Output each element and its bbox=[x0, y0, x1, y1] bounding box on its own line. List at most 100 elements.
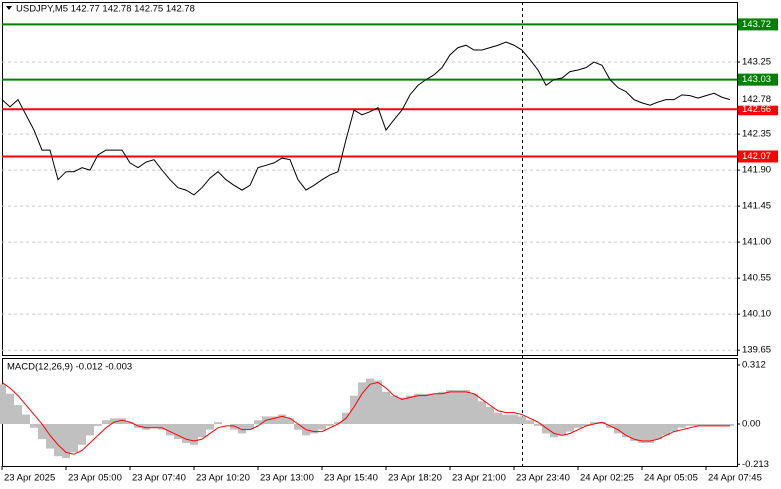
chart-title: USDJPY,M5 142.77 142.78 142.75 142.78 bbox=[16, 4, 195, 15]
histogram-bar bbox=[382, 391, 390, 425]
histogram-bar bbox=[462, 389, 470, 425]
histogram-bar bbox=[334, 422, 342, 425]
histogram-bar bbox=[390, 395, 398, 425]
histogram-bar bbox=[246, 424, 254, 430]
y-tick-label: 0.312 bbox=[742, 360, 766, 371]
histogram-bar bbox=[398, 397, 406, 425]
histogram-bar bbox=[14, 405, 22, 425]
y-tick-label: -0.213 bbox=[742, 459, 769, 470]
histogram-bar bbox=[174, 424, 182, 440]
histogram-bar bbox=[702, 424, 710, 426]
level-label: 143.72 bbox=[742, 19, 771, 30]
x-tick-label: 23 Apr 15:40 bbox=[324, 473, 378, 484]
histogram-bar bbox=[198, 424, 206, 438]
y-tick-label: 0.00 bbox=[742, 419, 761, 430]
histogram-bar bbox=[182, 424, 190, 443]
histogram-bar bbox=[86, 424, 94, 436]
histogram-bar bbox=[646, 424, 654, 443]
histogram-bar bbox=[254, 420, 262, 425]
histogram-bar bbox=[374, 380, 382, 425]
histogram-bar bbox=[270, 416, 278, 425]
y-tick-label: 141.90 bbox=[742, 165, 771, 176]
histogram-bar bbox=[350, 395, 358, 425]
histogram-bar bbox=[150, 424, 158, 428]
histogram-bar bbox=[502, 414, 510, 425]
current-price-label: 142.78 bbox=[742, 94, 771, 105]
histogram-bar bbox=[414, 393, 422, 425]
histogram-bar bbox=[534, 424, 542, 426]
histogram-bar bbox=[190, 424, 198, 445]
histogram-bar bbox=[662, 424, 670, 436]
histogram-bar bbox=[422, 393, 430, 425]
histogram-bar bbox=[582, 424, 590, 426]
y-tick-label: 142.35 bbox=[742, 129, 771, 140]
histogram-bar bbox=[110, 418, 118, 425]
histogram-bar bbox=[478, 401, 486, 425]
histogram-bar bbox=[670, 424, 678, 432]
histogram-bar bbox=[598, 422, 606, 425]
y-tick-label: 143.25 bbox=[742, 57, 771, 68]
histogram-bar bbox=[542, 424, 550, 434]
histogram-bar bbox=[318, 424, 326, 430]
histogram-bar bbox=[230, 424, 238, 430]
price-line bbox=[1, 41, 731, 196]
histogram-bar bbox=[366, 378, 374, 425]
level-label-bg bbox=[738, 103, 778, 116]
histogram-bar bbox=[358, 382, 366, 425]
y-tick-label: 141.45 bbox=[742, 201, 771, 212]
histogram-bar bbox=[38, 424, 46, 440]
histogram-bar bbox=[438, 391, 446, 425]
level-label-bg bbox=[738, 73, 778, 86]
histogram-bar bbox=[142, 424, 150, 430]
histogram-bar bbox=[694, 424, 702, 426]
level-label-bg bbox=[738, 18, 778, 31]
histogram-bar bbox=[630, 424, 638, 442]
x-tick-label: 23 Apr 05:00 bbox=[68, 473, 122, 484]
histogram-bar bbox=[638, 424, 646, 443]
histogram-bar bbox=[686, 424, 694, 426]
menu-icon bbox=[6, 6, 12, 10]
x-tick-label: 23 Apr 10:20 bbox=[196, 473, 250, 484]
y-tick-label: 140.55 bbox=[742, 273, 771, 284]
macd-title: MACD(12,26,9) -0.012 -0.003 bbox=[7, 362, 132, 373]
price-panel bbox=[2, 2, 738, 356]
histogram-bar bbox=[678, 424, 686, 428]
histogram-bar bbox=[510, 414, 518, 425]
histogram-bar bbox=[470, 393, 478, 425]
histogram-bar bbox=[526, 420, 534, 425]
histogram-bar bbox=[278, 414, 286, 425]
histogram-bar bbox=[54, 424, 62, 457]
y-tick-label: 141.00 bbox=[742, 237, 771, 248]
histogram-bar bbox=[310, 424, 318, 434]
y-tick-label: 139.65 bbox=[742, 345, 771, 356]
histogram-bar bbox=[614, 424, 622, 434]
histogram-bar bbox=[94, 424, 102, 426]
x-tick-label: 23 Apr 07:40 bbox=[132, 473, 186, 484]
histogram-bar bbox=[326, 424, 334, 426]
histogram-bar bbox=[6, 393, 14, 425]
current-price-bg bbox=[738, 93, 778, 106]
x-tick-label: 23 Apr 18:20 bbox=[388, 473, 442, 484]
y-tick-label: 140.10 bbox=[742, 309, 771, 320]
histogram-bar bbox=[286, 418, 294, 425]
histogram-bar bbox=[70, 424, 78, 453]
histogram-bar bbox=[22, 414, 30, 425]
histogram-bar bbox=[718, 424, 726, 426]
histogram-bar bbox=[430, 393, 438, 425]
histogram-bar bbox=[558, 424, 566, 436]
signal-line bbox=[1, 381, 730, 455]
histogram-bar bbox=[126, 422, 134, 425]
x-tick-label: 24 Apr 02:25 bbox=[580, 473, 634, 484]
histogram-bar bbox=[118, 418, 126, 425]
histogram-bar bbox=[46, 424, 54, 449]
histogram-bar bbox=[590, 422, 598, 425]
x-tick-label: 24 Apr 07:45 bbox=[708, 473, 762, 484]
histogram-bar bbox=[406, 395, 414, 425]
histogram-bar bbox=[0, 384, 6, 425]
histogram-bar bbox=[518, 416, 526, 425]
histogram-bar bbox=[550, 424, 558, 438]
histogram-bar bbox=[62, 424, 70, 459]
x-tick-label: 24 Apr 05:05 bbox=[644, 473, 698, 484]
histogram-bar bbox=[294, 424, 302, 430]
